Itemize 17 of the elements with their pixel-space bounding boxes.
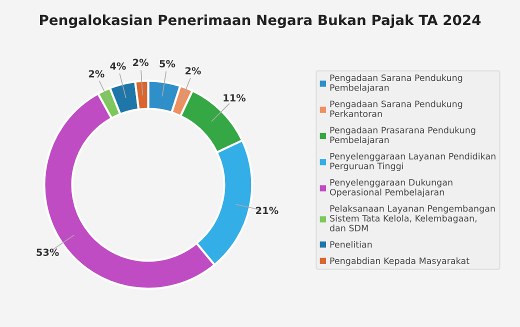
data-label: 2% xyxy=(88,70,104,78)
chart-title: Pengalokasian Penerimaan Negara Bukan Pajak TA 2024 xyxy=(40,14,481,28)
legend-label: Pelaksanaan Layanan Pengembangan Sistem Tata Kelola, Kelembagaan, dan SDM xyxy=(330,205,495,232)
legend-label: Pengadaan Sarana Pendukung Pembelajaran xyxy=(330,74,462,93)
legend-label: Penyelenggaraan Layanan Pendidikan Perguruan Tinggi xyxy=(330,152,496,171)
data-label: 53% xyxy=(36,248,59,256)
data-label: 2% xyxy=(133,58,149,66)
data-label: 5% xyxy=(160,60,176,68)
legend-label: Penyelenggaraan Dukungan Operasional Pembelajaran xyxy=(330,178,452,198)
data-label: 11% xyxy=(224,94,246,102)
data-label: 4% xyxy=(110,62,126,70)
legend-label: Pengadaan Prasarana Pendukung Pembelajaran xyxy=(330,126,476,145)
legend-label: Pengabdian Kepada Masyarakat xyxy=(330,257,470,266)
data-label: 21% xyxy=(256,206,278,214)
data-label: 2% xyxy=(186,67,201,74)
legend-label: Pengadaan Sarana Pendukung Perkantoran xyxy=(330,100,462,118)
legend-label: Penelitian xyxy=(330,240,372,248)
